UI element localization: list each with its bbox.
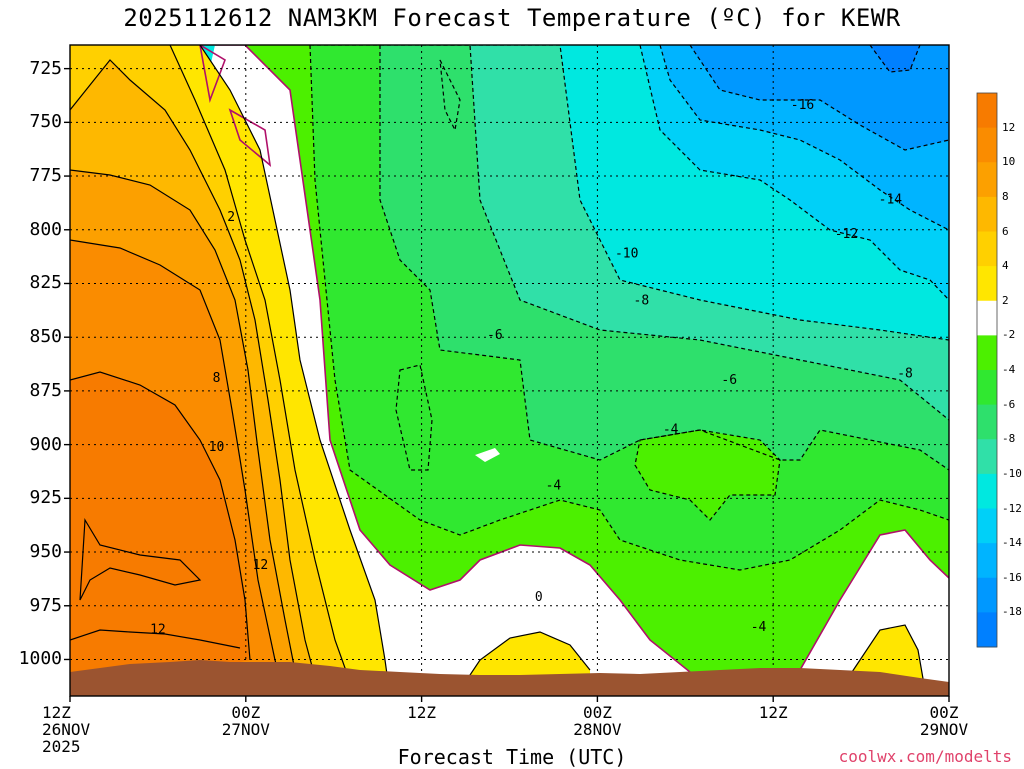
colorbar-bin xyxy=(977,543,997,579)
colorbar-bin xyxy=(977,196,997,232)
colorbar-bin xyxy=(977,93,997,129)
contour-label: -4 xyxy=(546,478,562,493)
contour-label: 0 xyxy=(535,590,543,605)
contour-label: 8 xyxy=(213,371,221,386)
contour-label: 12 xyxy=(253,558,269,573)
grid-layer xyxy=(70,45,949,696)
contour-label: -4 xyxy=(751,620,767,635)
y-tick-label: 1000 xyxy=(18,648,62,670)
contour-labels: 2 8 10 12 12 -6 -4 0 -10 -8 -6 -4 -4 -16 -14 -12 -8 xyxy=(150,98,913,637)
colorbar-bin xyxy=(977,162,997,198)
x-tick-label: 12Z 26NOV 2025 xyxy=(42,703,91,756)
colorbar-bin xyxy=(977,577,997,613)
colorbar-bin xyxy=(977,370,997,406)
colorbar-label: -6 xyxy=(1002,397,1016,411)
colorbar-bin xyxy=(977,335,997,371)
x-tick-marks xyxy=(69,696,950,702)
colorbar-label: -14 xyxy=(1002,536,1022,550)
y-tick-label: 875 xyxy=(29,379,62,401)
contour-label: -10 xyxy=(615,246,638,261)
colorbar-label: -4 xyxy=(1002,363,1016,376)
y-tick-label: 750 xyxy=(29,111,62,133)
colorbar-label: -16 xyxy=(1002,570,1022,584)
colorbar-frame xyxy=(976,92,998,648)
x-tick-label: 00Z 28NOV xyxy=(573,703,622,739)
colorbar-label: -18 xyxy=(1002,605,1022,619)
y-tick-label: 975 xyxy=(29,594,62,616)
y-tick-label: 725 xyxy=(29,57,62,79)
y-tick-label: 825 xyxy=(29,272,62,294)
x-axis-title: Forecast Time (UTC) xyxy=(397,745,627,769)
terrain xyxy=(70,660,949,696)
y-tick-marks xyxy=(64,67,70,661)
colorbar-bin xyxy=(977,266,997,302)
contour-label: -16 xyxy=(791,98,814,113)
y-tick-label: 850 xyxy=(29,326,62,348)
contour-label: -6 xyxy=(487,328,503,343)
contour-label: 2 xyxy=(227,210,235,225)
colorbar-bin xyxy=(977,300,997,336)
colorbar-label: 4 xyxy=(1002,259,1009,273)
x-tick-label: 00Z 29NOV xyxy=(919,703,969,739)
y-tick-label: 775 xyxy=(29,165,62,187)
plot-frame xyxy=(69,44,950,697)
colorbar-label: 12 xyxy=(1002,120,1016,134)
contour-label: -8 xyxy=(634,294,650,309)
x-tick-label: 12Z xyxy=(758,703,788,722)
colorbar-bin xyxy=(977,231,997,267)
colorbar-bin xyxy=(977,127,997,163)
colorbar-bin xyxy=(977,612,997,648)
colorbar-label: -2 xyxy=(1002,328,1016,342)
colorbar-label: 2 xyxy=(1002,293,1009,307)
contour-label: -12 xyxy=(835,227,858,242)
x-tick-label: 00Z 27NOV xyxy=(221,703,270,739)
colorbar-label: -8 xyxy=(1002,432,1016,446)
y-tick-label: 925 xyxy=(29,487,62,509)
credit-text: coolwx.com/modelts xyxy=(838,747,1012,766)
colorbar-bin xyxy=(977,508,997,544)
colorbar-label: 6 xyxy=(1002,224,1009,238)
y-tick-label: 950 xyxy=(29,541,62,563)
contour-label: -6 xyxy=(721,373,737,388)
colorbar-label: 10 xyxy=(1002,155,1016,169)
contour-fill-layer xyxy=(70,45,949,696)
x-tick-label: 12Z xyxy=(407,703,437,722)
contour-label: 10 xyxy=(209,440,225,455)
y-tick-label: 800 xyxy=(29,218,62,240)
colorbar-label: -10 xyxy=(1002,466,1022,480)
colorbar-bin xyxy=(977,404,997,440)
colorbar-bin xyxy=(977,439,997,475)
y-tick-label: 900 xyxy=(29,433,62,455)
chart-title: 2025112612 NAM3KM Forecast Temperature (… xyxy=(123,4,901,32)
contour-label: 12 xyxy=(150,622,166,637)
colorbar-label: -12 xyxy=(1002,501,1022,515)
colorbar-label: 8 xyxy=(1002,189,1009,203)
colorbar xyxy=(976,92,998,648)
contour-label: -8 xyxy=(897,367,913,382)
contour-label: -14 xyxy=(879,193,903,208)
contour-label: -4 xyxy=(663,423,679,438)
colorbar-bin xyxy=(977,473,997,509)
